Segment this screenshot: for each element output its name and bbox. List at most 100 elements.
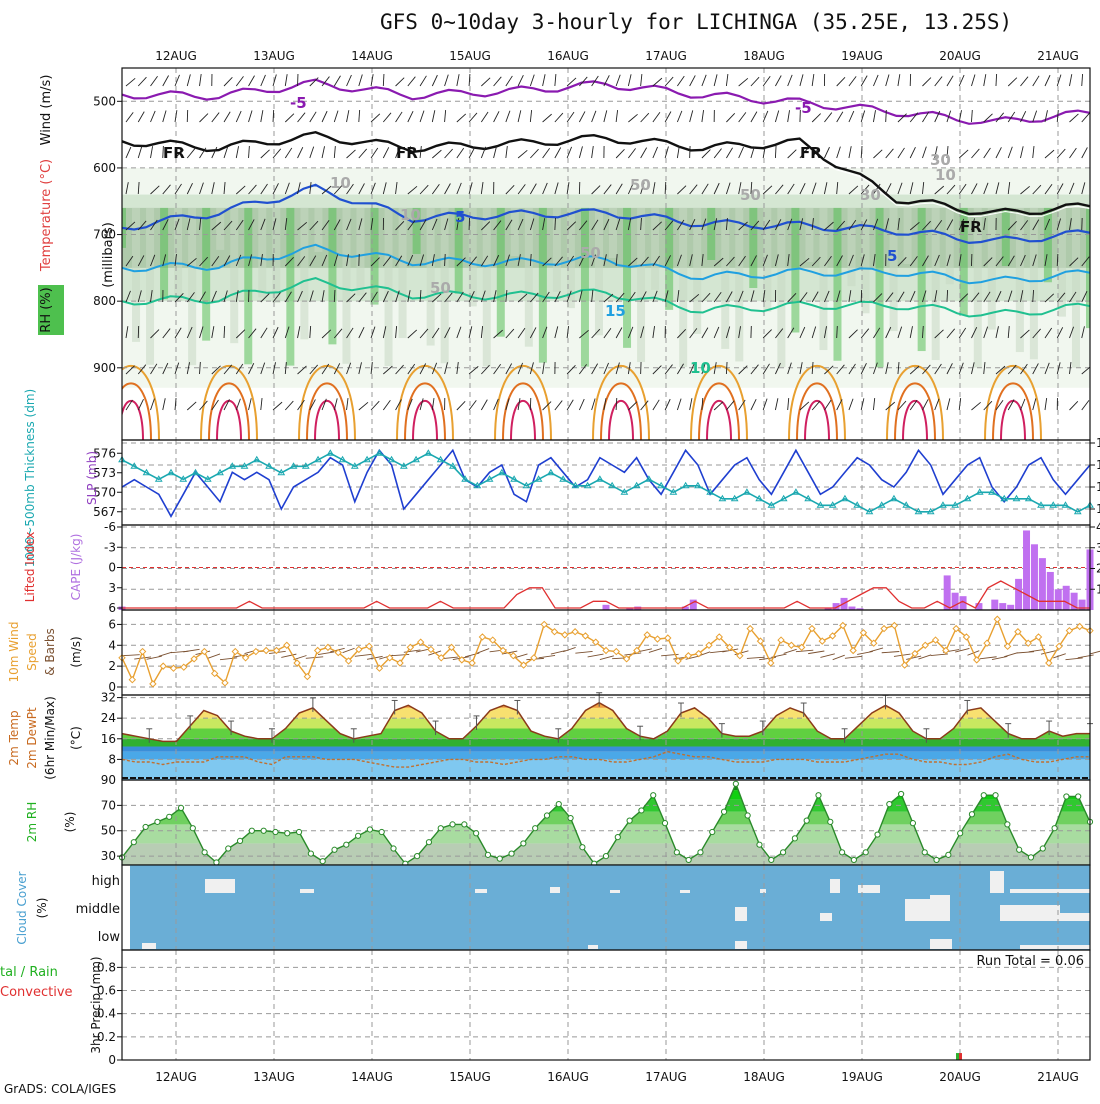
wind-barb (126, 78, 135, 86)
rh-marker (249, 828, 254, 833)
wind-speed-marker (891, 622, 897, 628)
wind-barb (616, 75, 620, 86)
wind-barb (616, 110, 617, 122)
cloud-patch (300, 889, 314, 893)
wind-barb (971, 75, 975, 86)
rh-plume (483, 208, 491, 366)
wind-barb (849, 76, 856, 86)
wind-speed-marker (366, 643, 372, 649)
wind-speed-marker (140, 649, 146, 655)
contour-label: 5 (887, 247, 897, 265)
wind-barb (175, 398, 176, 410)
date-label-bottom: 17AUG (645, 1070, 687, 1084)
wind-speed-marker (160, 663, 166, 669)
wind-barb (506, 76, 513, 86)
wind-barb (579, 399, 584, 410)
wind-barb (555, 113, 563, 122)
wind-barb (432, 110, 434, 122)
wind-speed-marker (129, 677, 135, 683)
wind-barb (1069, 114, 1078, 122)
rh-band (122, 812, 1090, 825)
wind-barb (1082, 74, 1083, 86)
wind-speed-marker (232, 649, 238, 655)
wind-barb (1020, 399, 1024, 410)
temp-band (122, 739, 1090, 747)
contour-label: 50 (580, 244, 601, 262)
wind-barb (273, 110, 274, 122)
wind-barb-10m (796, 650, 813, 652)
y-tick-temp: 8 (108, 752, 116, 766)
wind-barb (751, 399, 756, 410)
wind-barb (677, 76, 684, 86)
wind-barb (494, 77, 502, 86)
wind-barb (653, 147, 658, 158)
wind-barb (984, 148, 991, 158)
rh-marker (143, 824, 148, 829)
wind-barb (1094, 147, 1098, 158)
wind-barb (432, 75, 437, 86)
rh-plume (707, 208, 715, 260)
rh-marker (603, 854, 608, 859)
wind-barb (788, 150, 797, 158)
wind-barb (837, 147, 841, 158)
wind-barb (1020, 77, 1028, 86)
rh-plume (300, 208, 308, 339)
wind-barb (543, 74, 545, 86)
wind-barb (1008, 147, 1012, 158)
wind-barb-10m (539, 655, 555, 657)
wind-barb-10m (1090, 650, 1100, 654)
contour-label: FR (396, 144, 418, 162)
rh-plume (146, 208, 154, 365)
rh-plume (890, 208, 898, 331)
rh-plume (356, 208, 364, 296)
rh-marker (261, 828, 266, 833)
y-tick-pressure: 500 (93, 94, 116, 108)
wind-barb (285, 148, 292, 158)
wind-barb (1008, 78, 1017, 86)
rh-marker (509, 851, 514, 856)
wind-barb (151, 111, 156, 122)
cloud-patch (588, 945, 598, 949)
wind-barb-10m (1029, 649, 1045, 651)
wind-barb (457, 401, 465, 410)
y-tick-pressure: 600 (93, 161, 116, 175)
rh-plume (1044, 208, 1052, 282)
rh-marker (497, 856, 502, 861)
wind-barb (359, 110, 360, 122)
y-tick-temp: 32 (101, 691, 116, 705)
wind-barb (702, 75, 706, 86)
rh-marker (1064, 794, 1069, 799)
wind-barb (1082, 400, 1089, 410)
wind-barb (886, 110, 887, 122)
rh-marker (757, 842, 762, 847)
cloud-patch (820, 913, 832, 921)
wind-barb (138, 112, 144, 122)
wind-barb (126, 147, 131, 158)
wind-barb (726, 401, 734, 410)
rh-marker (344, 842, 349, 847)
panel-precip-frame (122, 950, 1090, 1060)
wind-barb (506, 146, 507, 158)
wind-barb (224, 326, 225, 338)
wind-barb (285, 114, 294, 122)
wind-barb (236, 76, 243, 86)
wind-barb (555, 74, 556, 86)
wind-barb (714, 74, 717, 86)
date-label-top: 16AUG (547, 49, 589, 63)
date-label-bottom: 21AUG (1037, 1070, 1079, 1084)
axis-label-temp-c: (6hr Min/Max) (43, 696, 57, 780)
rh-marker (237, 838, 242, 843)
wind-barb (310, 112, 316, 122)
wind-barb (457, 74, 459, 86)
axis-label-cloud: Cloud Cover (15, 871, 29, 944)
date-label-top: 12AUG (155, 49, 197, 63)
wind-barb (677, 399, 681, 410)
wind-speed-marker (284, 642, 290, 648)
wind-barb (236, 111, 241, 122)
rh-marker (568, 815, 573, 820)
date-label-top: 13AUG (253, 49, 295, 63)
date-label-bottom: 19AUG (841, 1070, 883, 1084)
rh-marker (934, 857, 939, 862)
rh-marker (474, 831, 479, 836)
wind-barb (1033, 111, 1037, 122)
